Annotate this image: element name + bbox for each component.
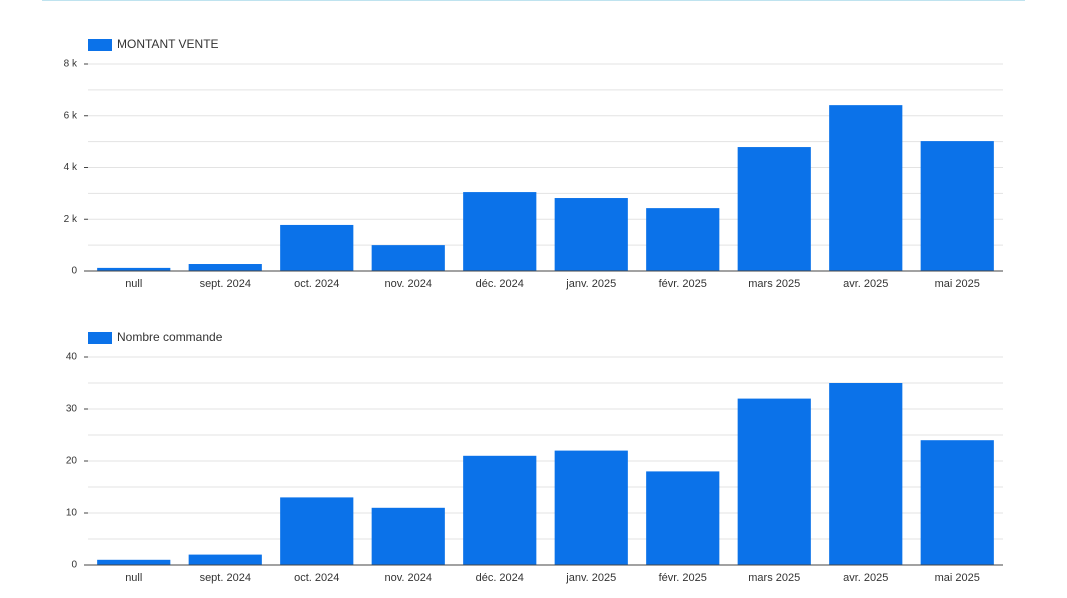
bar: [280, 224, 354, 271]
y-tick-label: 10: [66, 508, 78, 519]
legend-label: MONTANT VENTE: [117, 37, 219, 51]
bar: [920, 440, 994, 565]
x-tick-label: mai 2025: [935, 278, 980, 290]
bar: [188, 554, 262, 565]
x-tick-label: déc. 2024: [476, 572, 524, 584]
x-tick-label: févr. 2025: [659, 572, 707, 584]
bar: [829, 105, 903, 271]
y-tick-label: 0: [71, 266, 77, 277]
bar: [646, 208, 720, 271]
bar: [97, 267, 171, 271]
x-tick-label: sept. 2024: [200, 572, 251, 584]
y-tick-label: 6 k: [64, 110, 78, 121]
bar: [188, 264, 262, 271]
x-tick-label: null: [125, 572, 142, 584]
y-tick-label: 8 k: [64, 59, 78, 70]
bar: [463, 192, 537, 271]
bar: [371, 507, 445, 565]
x-tick-label: janv. 2025: [565, 572, 616, 584]
y-tick-label: 30: [66, 404, 78, 415]
x-tick-label: avr. 2025: [843, 572, 888, 584]
y-tick-label: 0: [71, 560, 77, 571]
bar: [97, 559, 171, 565]
legend-swatch: [88, 39, 112, 51]
y-tick-label: 40: [66, 352, 78, 363]
x-tick-label: nov. 2024: [384, 278, 432, 290]
bar: [829, 383, 903, 565]
bar: [463, 455, 537, 565]
y-tick-label: 2 k: [64, 214, 78, 225]
x-tick-label: oct. 2024: [294, 572, 339, 584]
bar: [737, 147, 811, 271]
x-tick-label: déc. 2024: [476, 278, 524, 290]
bar: [554, 198, 628, 271]
x-tick-label: oct. 2024: [294, 278, 339, 290]
x-tick-label: févr. 2025: [659, 278, 707, 290]
bar: [920, 141, 994, 271]
x-tick-label: avr. 2025: [843, 278, 888, 290]
x-tick-label: mars 2025: [748, 572, 800, 584]
y-tick-label: 4 k: [64, 162, 78, 173]
legend-label: Nombre commande: [117, 330, 223, 344]
bar: [371, 245, 445, 271]
x-tick-label: mai 2025: [935, 572, 980, 584]
bar: [737, 398, 811, 565]
bar: [646, 471, 720, 565]
x-tick-label: sept. 2024: [200, 278, 251, 290]
bar: [554, 450, 628, 565]
x-tick-label: mars 2025: [748, 278, 800, 290]
x-tick-label: nov. 2024: [384, 572, 432, 584]
x-tick-label: janv. 2025: [565, 278, 616, 290]
legend-swatch: [88, 332, 112, 344]
bar: [280, 497, 354, 565]
y-tick-label: 20: [66, 456, 78, 467]
x-tick-label: null: [125, 278, 142, 290]
